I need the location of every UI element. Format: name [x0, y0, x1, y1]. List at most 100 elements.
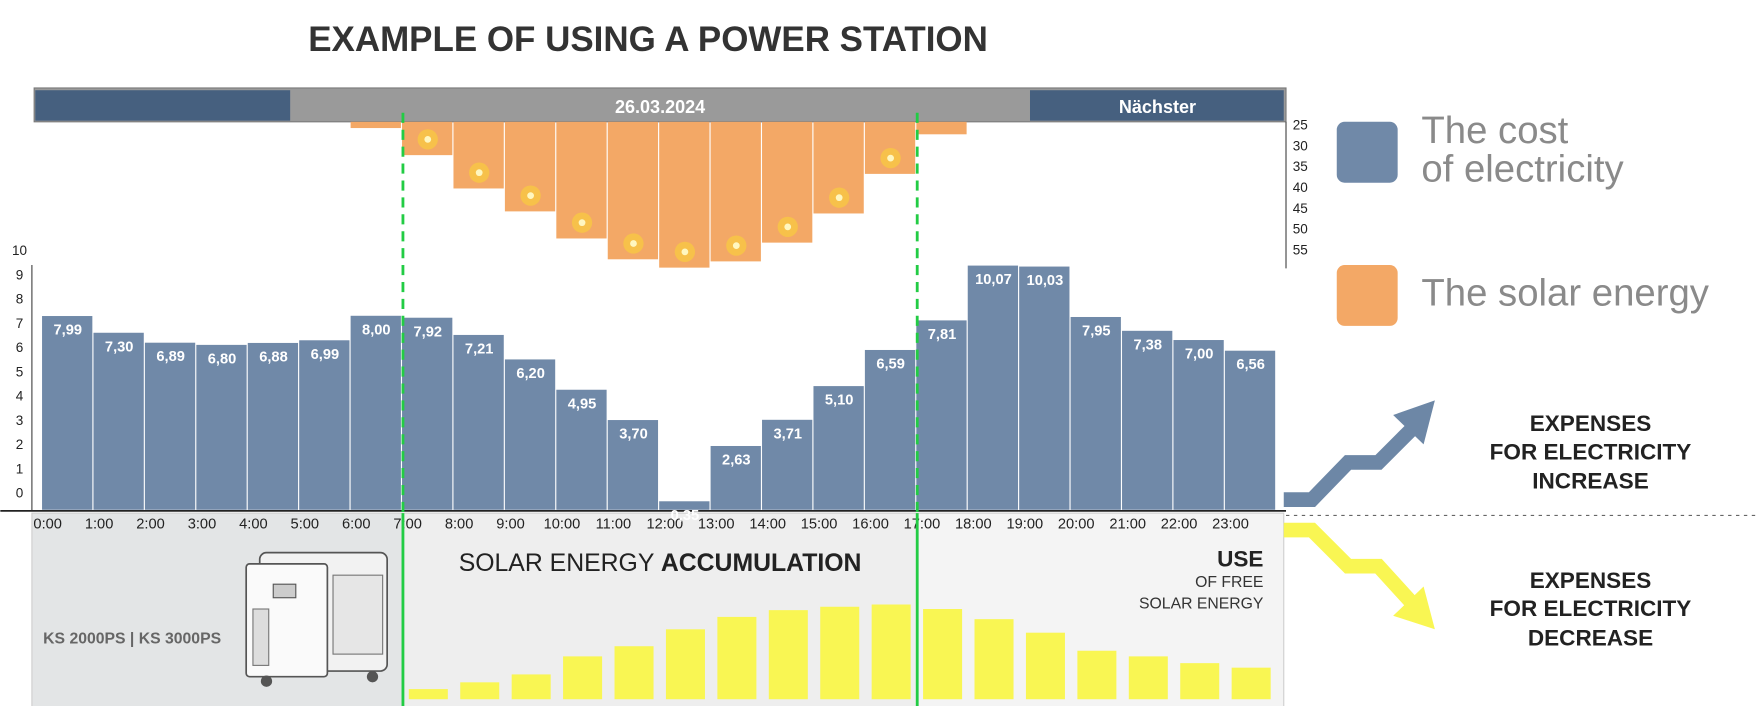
- solar-use-bar: [614, 646, 654, 700]
- cost-bar: [864, 349, 916, 510]
- sun-core: [630, 240, 637, 247]
- up-arrow: [1283, 423, 1418, 507]
- x-tick-label: 9:00: [496, 516, 525, 532]
- x-tick-label: 12:00: [646, 516, 683, 532]
- x-tick-label: 16:00: [852, 516, 889, 532]
- x-tick-label: 4:00: [239, 516, 268, 532]
- x-tick-label: 15:00: [801, 516, 838, 532]
- x-tick-label: 13:00: [698, 516, 735, 532]
- x-tick-label: 3:00: [188, 516, 217, 532]
- value-label: 7,99: [53, 323, 82, 339]
- x-tick-label: 11:00: [596, 516, 632, 532]
- legend-label: The solar energy: [1421, 272, 1709, 315]
- cost-bar: [1122, 330, 1173, 510]
- x-tick-label: 5:00: [291, 516, 320, 532]
- value-label: 6,59: [876, 357, 905, 373]
- next-button[interactable]: [1029, 90, 1284, 121]
- accumulation-label: SOLAR ENERGY ACCUMULATION: [459, 549, 862, 576]
- x-tick-label: 2:00: [136, 516, 165, 532]
- cost-bar: [916, 320, 967, 510]
- y2-tick-label: 55: [1293, 243, 1308, 258]
- cost-bar: [762, 419, 813, 510]
- cost-bar: [42, 316, 93, 510]
- value-label: 7,95: [1082, 324, 1111, 340]
- x-tick-label: 0:00: [33, 516, 62, 532]
- y-tick-label: 1: [16, 461, 24, 476]
- value-label: 2,63: [722, 453, 751, 469]
- product-name: KS 2000PS | KS 3000PS: [43, 631, 221, 648]
- solar-use-bar: [1231, 667, 1271, 700]
- down-arrowhead: [1393, 586, 1435, 630]
- up-arrowhead: [1393, 400, 1435, 445]
- sun-core: [681, 248, 689, 256]
- accumulation-bold: ACCUMULATION: [661, 549, 862, 576]
- x-tick-label: 22:00: [1161, 516, 1198, 532]
- panel-border: [31, 512, 1285, 706]
- sun-core: [732, 242, 740, 249]
- value-label: 6,56: [1236, 357, 1265, 373]
- cost-bar: [247, 342, 299, 510]
- cost-bar: [556, 389, 607, 510]
- y2-tick-label: 30: [1293, 138, 1308, 153]
- cost-bar: [813, 386, 864, 510]
- x-tick-label: 6:00: [342, 516, 371, 532]
- solar-use-bar: [1128, 656, 1168, 700]
- prev-button[interactable]: [35, 90, 291, 121]
- next-label[interactable]: Nächster: [1119, 97, 1196, 117]
- cost-bar: [1019, 266, 1070, 510]
- down-arrow: [1283, 522, 1418, 609]
- x-tick-label: 10:00: [544, 516, 581, 532]
- sun-core: [784, 223, 792, 231]
- cost-bar: [144, 342, 196, 510]
- x-tick-label: 8:00: [445, 516, 474, 532]
- solar-use-bar: [717, 616, 757, 700]
- x-tick-label: 14:00: [749, 516, 786, 532]
- solar-use-bar: [665, 629, 705, 700]
- cost-bar: [196, 344, 247, 510]
- accumulation-normal: SOLAR ENERGY: [459, 549, 661, 576]
- x-tick-label: 21:00: [1109, 516, 1146, 532]
- solar-use-bar: [1025, 632, 1065, 700]
- sun-core: [578, 219, 586, 227]
- use-title: USE: [1217, 546, 1263, 571]
- note-line: EXPENSES: [1530, 568, 1652, 593]
- x-tick-label: 19:00: [1006, 516, 1043, 532]
- sun-core: [475, 169, 483, 177]
- y-tick-label: 0: [16, 486, 24, 501]
- solar-use-bar: [871, 604, 911, 700]
- sun-core: [835, 194, 843, 202]
- y-tick-label: 4: [16, 389, 24, 404]
- value-label: 6,20: [516, 366, 545, 382]
- cost-bar: [659, 501, 710, 510]
- y-tick-label: 6: [16, 340, 24, 355]
- note-line: FOR ELECTRICITY: [1490, 439, 1692, 464]
- note-line: INCREASE: [1532, 469, 1649, 494]
- y2-tick-label: 35: [1293, 159, 1308, 174]
- solar-use-bar: [408, 689, 448, 700]
- value-label: 0,35: [671, 508, 700, 524]
- sun-core: [424, 135, 432, 143]
- value-label: 3,71: [773, 426, 802, 442]
- value-label: 6,99: [311, 347, 340, 363]
- cost-bar: [93, 332, 144, 510]
- y-tick-label: 7: [16, 316, 24, 331]
- cost-bar: [1173, 340, 1224, 510]
- note-line: FOR ELECTRICITY: [1490, 596, 1692, 621]
- sun-core: [887, 154, 894, 162]
- y-tick-label: 10: [12, 243, 27, 258]
- y-tick-label: 8: [16, 292, 24, 307]
- cost-bar: [299, 340, 350, 510]
- value-label: 5,10: [825, 393, 854, 409]
- solar-use-bar: [768, 610, 808, 700]
- cost-bar: [402, 317, 453, 510]
- value-label: 6,89: [156, 349, 185, 365]
- legend-swatch: [1336, 265, 1398, 326]
- note-line: DECREASE: [1528, 625, 1653, 650]
- cost-bar: [350, 315, 401, 510]
- legend-label: The cost of electricity: [1421, 109, 1624, 190]
- cost-bar: [1224, 350, 1276, 510]
- use-line: OF FREE: [1195, 574, 1263, 591]
- solar-bar: [916, 121, 967, 135]
